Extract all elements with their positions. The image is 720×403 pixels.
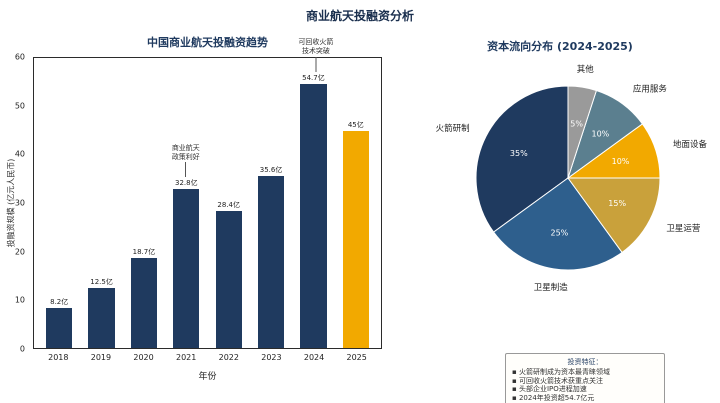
y-tick-label: 30 (14, 198, 25, 208)
pie-slice-卫星运营 (567, 177, 661, 254)
annotation: 可回收火箭 技术突破 (298, 38, 333, 72)
pie-slice-label: 其他 (577, 64, 595, 75)
annotation-text: 商业航天 政策利好 (171, 143, 200, 161)
info-box-item: ▪ 头部企业IPO进程加速 (512, 385, 587, 394)
x-tick-label: 2023 (261, 353, 282, 362)
pie-slice-其他 (567, 85, 598, 179)
figure-title: 商业航天投融资分析 (305, 9, 414, 23)
pie-slice-label: 卫星运营 (666, 223, 700, 234)
y-tick-label: 20 (14, 247, 25, 257)
pie-slice-label: 火箭研制 (436, 123, 470, 134)
x-tick-label: 2024 (303, 353, 325, 362)
bar-2023 (257, 175, 285, 348)
info-box-item: ▪ 可回收火箭技术获重点关注 (512, 376, 603, 385)
x-tick-label: 2020 (133, 353, 154, 362)
x-tick-label: 2021 (176, 353, 197, 362)
x-axis-ticks: 2018 2019 2020 2021 2022 2023 2024 2025 (33, 353, 382, 362)
bar-value-label: 28.4亿 (217, 200, 240, 209)
bar-group: 54.7亿 (292, 58, 334, 348)
bar-2024 (300, 83, 327, 348)
y-tick-label: 0 (19, 344, 25, 354)
y-tick-label: 60 (14, 52, 25, 62)
pie-slice-火箭研制 (475, 85, 569, 233)
bar-2019 (88, 287, 115, 348)
bar-2025 (342, 130, 369, 348)
pie-percent-label: 15% (608, 199, 626, 208)
info-box: 投资特征： ▪ 火箭研制成为资本最青睐领域 ▪ 可回收火箭技术获重点关注 ▪ 头部企… (505, 353, 665, 403)
bar-group: 18.7亿 (123, 58, 165, 348)
bar-group: 28.4亿 (208, 58, 250, 348)
y-axis-ticks: 0 10 20 30 40 50 60 (0, 53, 30, 354)
pie-chart-title: 资本流向分布 (2024-2025) (487, 40, 633, 53)
pie-slice-label: 应用服务 (633, 84, 668, 95)
bar-plot-area: 8.2亿 12.5亿 18.7亿 32.8亿 28.4亿 35.6亿 54.7亿 45亿商业航… (33, 38, 382, 349)
annotation-text: 可回收火箭 技术突破 (298, 38, 334, 55)
pie-percent-label: 25% (551, 229, 569, 238)
pie-slice-label: 地面设备 (673, 139, 708, 150)
bar-group: 32.8亿 (165, 58, 207, 348)
bar-2021 (173, 189, 200, 348)
pie-percent-label: 10% (592, 129, 610, 138)
x-tick-label: 2018 (48, 353, 69, 362)
pie-percent-label: 5% (570, 120, 583, 129)
pie-slice-卫星制造 (492, 177, 623, 271)
pie-percent-label: 35% (510, 149, 528, 158)
info-box-items: ▪ 火箭研制成为资本最青睐领域 ▪ 可回收火箭技术获重点关注 ▪ 头部企业IPO进程… (512, 368, 658, 402)
info-box-item: ▪ 2024年投资超54.7亿元 (512, 393, 595, 402)
pie-slice-label: 卫星制造 (534, 282, 569, 293)
bar-value-label: 12.5亿 (90, 277, 113, 286)
y-tick-label: 10 (14, 295, 25, 305)
bar-value-label: 8.2亿 (50, 298, 69, 307)
pie-svg: 35% 火箭研制 25% 卫星制造 15% 卫星运营 10% 地面设备 10% 应用服务 5% 其他 (436, 64, 708, 293)
bar-group: 8.2亿 (38, 58, 80, 348)
bar-2022 (215, 210, 242, 348)
pie-percent-label: 10% (612, 157, 630, 166)
x-tick-label: 2019 (90, 353, 112, 362)
bar-2020 (130, 257, 158, 348)
info-box-title: 投资特征： (567, 358, 603, 366)
bar-value-label: 35.6亿 (259, 165, 283, 174)
annotation-line (185, 162, 187, 178)
x-tick-label: 2025 (346, 353, 367, 362)
bar-group: 35.6亿 (250, 58, 292, 348)
bar-group: 45亿 (335, 58, 377, 348)
x-tick-label: 2022 (218, 353, 239, 362)
info-box-item: ▪ 火箭研制成为资本最青睐领域 (512, 368, 610, 376)
bar-value-label: 54.7亿 (302, 73, 325, 82)
annotation-line (315, 56, 317, 72)
annotation: 商业航天 政策利好 (172, 144, 200, 178)
x-axis-label: 年份 (198, 372, 217, 382)
bar-2018 (46, 308, 73, 348)
bar-value-label: 45亿 (347, 120, 364, 129)
bar-chart-title: 中国商业航天投融资趋势 (147, 36, 268, 49)
bar-group: 12.5亿 (80, 58, 122, 348)
y-tick-label: 40 (14, 149, 25, 159)
bar-value-label: 18.7亿 (132, 247, 156, 256)
y-tick-label: 50 (14, 101, 25, 111)
bar-value-label: 32.8亿 (175, 179, 198, 188)
